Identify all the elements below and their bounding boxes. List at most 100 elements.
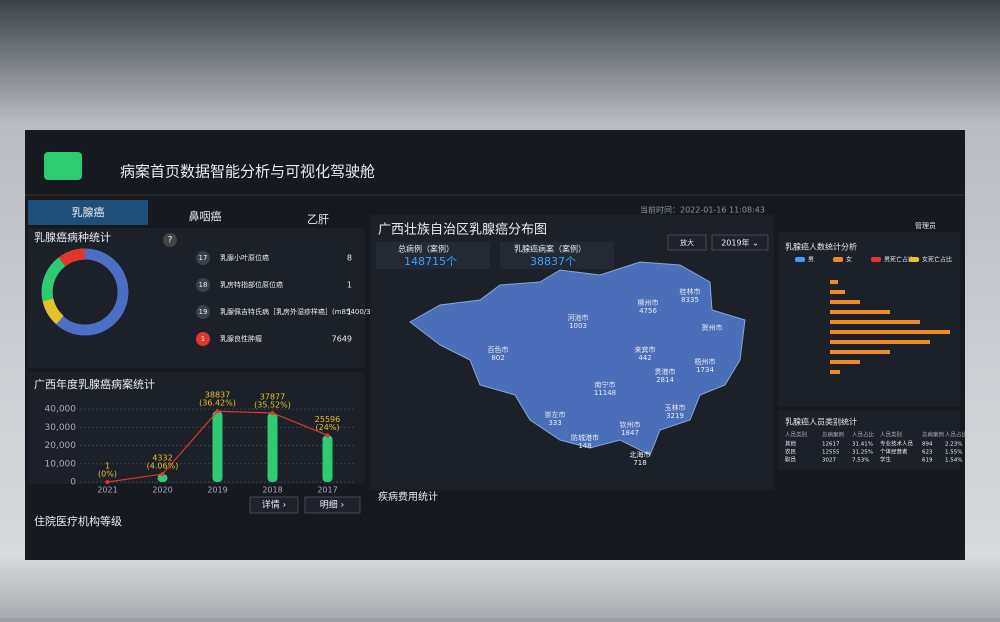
y-tick-label: 10,000 [45, 459, 77, 469]
share-label: (4.06%) [147, 462, 179, 471]
bar [213, 411, 223, 482]
city-name: 百色市 [488, 345, 509, 354]
table-cell: 894 [922, 442, 933, 448]
x-tick-label: 2017 [317, 486, 337, 495]
tab[interactable]: 乳腺癌 [72, 205, 105, 219]
legend-swatch [871, 257, 881, 262]
stat-value: 38837个 [530, 255, 576, 268]
table-cell: 1.54% [945, 458, 962, 464]
table-cell: 3027 [822, 458, 836, 464]
city-value: 1003 [569, 322, 587, 330]
x-tick-label: 2020 [152, 486, 172, 495]
user: 管理员 [915, 221, 936, 230]
city-value: 1734 [696, 366, 714, 374]
city-name: 河池市 [568, 313, 589, 322]
city-name: 崇左市 [545, 410, 566, 419]
city-value: 1847 [621, 429, 639, 437]
table-cell: 619 [922, 458, 933, 464]
x-tick-label: 2019 [207, 486, 227, 495]
time: 当前时间：2022-01-16 11:08:43 [640, 205, 765, 215]
panel-title: 广西壮族自治区乳腺癌分布图 [378, 222, 547, 238]
panel-title: 乳腺癌人数统计分析 [785, 242, 857, 252]
point [106, 480, 110, 484]
point [161, 472, 165, 476]
city-value: 3219 [666, 412, 684, 420]
panel-title: 住院医疗机构等级 [34, 514, 122, 528]
item-name: 乳房特指部位原位癌 [220, 280, 283, 289]
badge-text: 18 [199, 281, 208, 289]
share-label: (0%) [98, 469, 117, 478]
legend-label: 女死亡占比 [922, 256, 952, 264]
item-name: 乳腺小叶原位癌 [220, 253, 269, 262]
city-value: 11148 [594, 389, 616, 397]
table-cell: 12555 [822, 450, 840, 456]
legend-swatch [909, 257, 919, 262]
city-value: 2814 [656, 376, 674, 384]
stat-value: 148715个 [404, 255, 457, 268]
table-cell: 2.23% [945, 442, 962, 448]
share-label: (24%) [315, 423, 339, 432]
logo [44, 152, 82, 180]
y-tick-label: 30,000 [45, 423, 77, 433]
table-header: 人员类别 [880, 431, 902, 439]
point [216, 409, 220, 413]
city-name: 柳州市 [638, 298, 659, 307]
city-value: 4756 [639, 307, 657, 315]
table-cell: 个体经营者 [880, 448, 908, 456]
item-count: 8 [347, 254, 352, 263]
city-name: 来宾市 [635, 345, 656, 354]
share-label: (36.42%) [199, 399, 236, 408]
y-tick-label: 0 [70, 478, 76, 488]
table-cell: 职员 [785, 457, 797, 464]
table-header: 总病案例 [922, 431, 945, 439]
point [271, 411, 275, 415]
table-cell: 7.53% [852, 458, 869, 464]
city-name: 南宁市 [595, 380, 616, 389]
point [326, 433, 330, 437]
button-text: 明细 › [320, 499, 344, 511]
stat-label: 总病例（案例） [398, 244, 454, 254]
table-cell: 学生 [880, 456, 892, 464]
table-header: 人员类别 [785, 431, 807, 439]
legend-swatch [795, 257, 805, 262]
y-tick-label: 40,000 [45, 405, 77, 415]
legend-label: 女 [846, 256, 852, 264]
panel-title: 乳腺癌病种统计 [34, 230, 111, 244]
share-label: (35.52%) [254, 400, 291, 409]
badge-text: 17 [199, 254, 208, 262]
city-name: 北海市 [630, 450, 651, 459]
tab[interactable]: 鼻咽癌 [189, 209, 222, 223]
city-value: 8335 [681, 296, 699, 304]
x-tick-label: 2018 [262, 486, 282, 495]
table-header: 人员占比 [945, 431, 968, 439]
city-name: 桂林市 [680, 287, 701, 296]
title: 病案首页数据智能分析与可视化驾驶舱 [120, 163, 375, 181]
panel-title: 广西年度乳腺癌病案统计 [34, 377, 155, 391]
select-text: 2019年 ⌄ [721, 238, 759, 248]
table-cell: 农民 [785, 448, 797, 456]
y-tick-label: 20,000 [45, 441, 77, 451]
x-tick-label: 2021 [97, 486, 117, 495]
item-name: 乳腺良性肿瘤 [220, 334, 262, 343]
city-value: 442 [638, 354, 651, 362]
bar [268, 413, 278, 482]
bar [323, 435, 333, 482]
city-name: 防城港市 [571, 433, 599, 442]
badge-text: 1 [201, 335, 205, 343]
city-name: 梧州市 [695, 357, 716, 366]
city-name: 贺州市 [702, 323, 723, 332]
table-cell: 1.55% [945, 450, 962, 456]
item-count: 1 [347, 308, 352, 317]
city-name: 贵港市 [655, 367, 676, 376]
item-count: 7649 [332, 335, 352, 344]
panel-title: 疾病费用统计 [378, 490, 438, 503]
city-value: 148 [578, 442, 591, 450]
item-count: 1 [347, 281, 352, 290]
tab[interactable]: 乙肝 [307, 213, 329, 226]
table-cell: 专业技术人员 [880, 440, 914, 448]
city-value: 802 [491, 354, 504, 362]
city-name: 钦州市 [620, 420, 641, 429]
table-cell: 31.25% [852, 450, 873, 456]
